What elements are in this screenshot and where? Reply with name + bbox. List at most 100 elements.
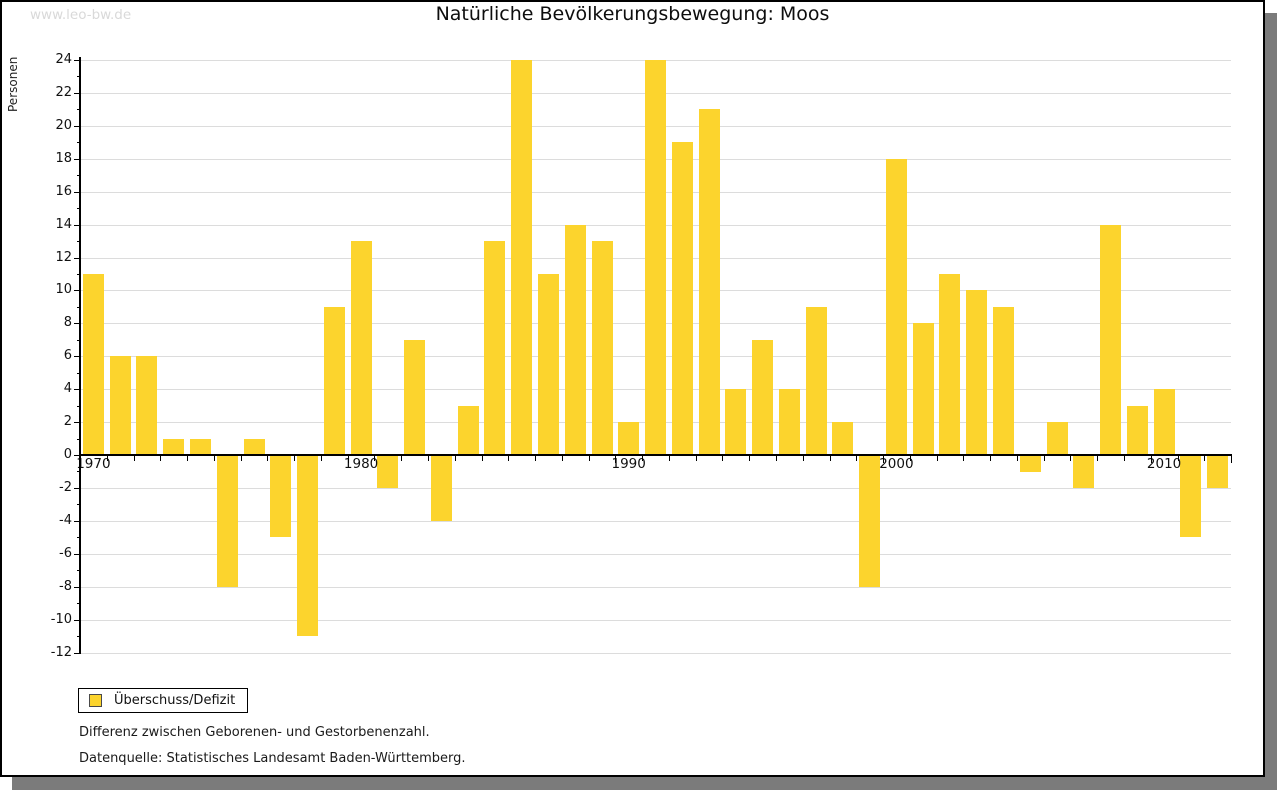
y-tick-label: 0 [63, 447, 72, 462]
x-axis-tick [481, 456, 483, 461]
x-axis-tick [668, 456, 670, 461]
bar [859, 455, 881, 587]
bar [564, 224, 586, 455]
gridline [80, 520, 1231, 522]
y-axis-tick [74, 422, 80, 424]
x-axis-tick [856, 456, 858, 461]
y-tick-label: -4 [59, 512, 72, 528]
x-axis-tick [454, 456, 456, 461]
y-axis-tick [74, 191, 80, 193]
bar [163, 438, 185, 455]
bar [591, 241, 613, 455]
gridline [80, 553, 1231, 555]
x-axis-tick [1231, 456, 1232, 463]
x-axis-tick [160, 456, 162, 461]
x-axis-tick [133, 456, 135, 461]
y-axis-tick [74, 586, 80, 588]
x-tick-label: 1970 [76, 456, 111, 472]
y-tick-label: 24 [55, 52, 72, 67]
x-axis-tick [240, 456, 242, 461]
x-axis-tick [1043, 456, 1045, 461]
legend: Überschuss/Defizit [78, 688, 248, 713]
y-axis-tick [74, 290, 80, 292]
y-tick-label: 2 [63, 414, 72, 430]
bar [966, 290, 988, 455]
y-axis-tick [74, 487, 80, 489]
bar [270, 455, 292, 538]
bar [190, 438, 211, 455]
y-axis-tick [77, 109, 80, 111]
y-axis [79, 57, 81, 654]
bar [1126, 405, 1148, 455]
x-axis-tick [561, 456, 563, 461]
chart-frame [0, 0, 1265, 777]
bar [939, 274, 961, 455]
bar [82, 274, 104, 455]
x-axis-tick [642, 456, 644, 461]
y-axis-tick [77, 273, 80, 275]
y-axis-tick [74, 158, 80, 160]
bar [136, 356, 158, 456]
bar [645, 60, 666, 455]
x-axis-tick [508, 456, 510, 461]
x-axis-tick [1070, 456, 1072, 461]
x-axis-tick [1123, 456, 1125, 461]
x-tick-label: 2010 [1146, 456, 1182, 472]
y-axis-tick [74, 92, 80, 94]
bar [1019, 455, 1041, 472]
y-tick-label: 6 [63, 348, 72, 364]
y-axis-tick [77, 636, 80, 638]
bar [350, 241, 372, 455]
x-axis-tick [187, 456, 189, 461]
x-axis-tick [776, 456, 777, 461]
y-tick-label: 8 [63, 315, 72, 331]
y-axis-tick [77, 570, 80, 572]
y-axis-tick [74, 323, 80, 325]
x-tick-label: 2000 [879, 456, 914, 472]
y-axis-tick [77, 208, 80, 210]
bar [1180, 455, 1202, 538]
y-tick-label: -2 [59, 479, 72, 495]
x-axis [79, 454, 1232, 456]
bar [725, 389, 747, 455]
bar [297, 455, 318, 636]
y-axis-tick [74, 619, 80, 621]
x-axis-tick [267, 456, 269, 461]
y-tick-label: -6 [59, 545, 72, 561]
bar [537, 274, 559, 455]
y-axis-tick [77, 603, 80, 605]
x-axis-tick [936, 456, 938, 461]
bar [216, 455, 238, 587]
bar [1207, 455, 1229, 488]
y-tick-label: 12 [55, 249, 72, 265]
x-axis-tick [588, 456, 590, 461]
y-tick-label: -12 [50, 644, 72, 660]
y-tick-label: 10 [55, 282, 72, 298]
x-axis-tick [1097, 456, 1099, 461]
x-tick-label: 1980 [343, 456, 379, 472]
y-tick-label: 22 [55, 84, 72, 100]
bar [457, 405, 479, 455]
gridline [80, 586, 1231, 588]
y-axis-tick [74, 455, 80, 456]
bar [109, 356, 131, 456]
y-tick-label: 18 [55, 150, 72, 166]
y-axis-tick [77, 76, 80, 78]
bar [671, 142, 693, 455]
x-axis-tick [802, 456, 804, 461]
y-axis-tick [74, 652, 80, 654]
y-axis-tick [77, 471, 80, 473]
bar [832, 422, 854, 455]
y-tick-label: 16 [55, 183, 72, 199]
bar [1100, 224, 1121, 455]
y-axis-tick [77, 537, 80, 539]
x-axis-tick [749, 456, 751, 461]
x-axis-tick [990, 456, 992, 461]
x-axis-tick [1150, 456, 1152, 463]
x-axis-tick [909, 456, 911, 461]
y-axis-tick [74, 224, 80, 226]
bar [618, 422, 640, 455]
bar [698, 109, 720, 455]
bar [993, 306, 1014, 455]
